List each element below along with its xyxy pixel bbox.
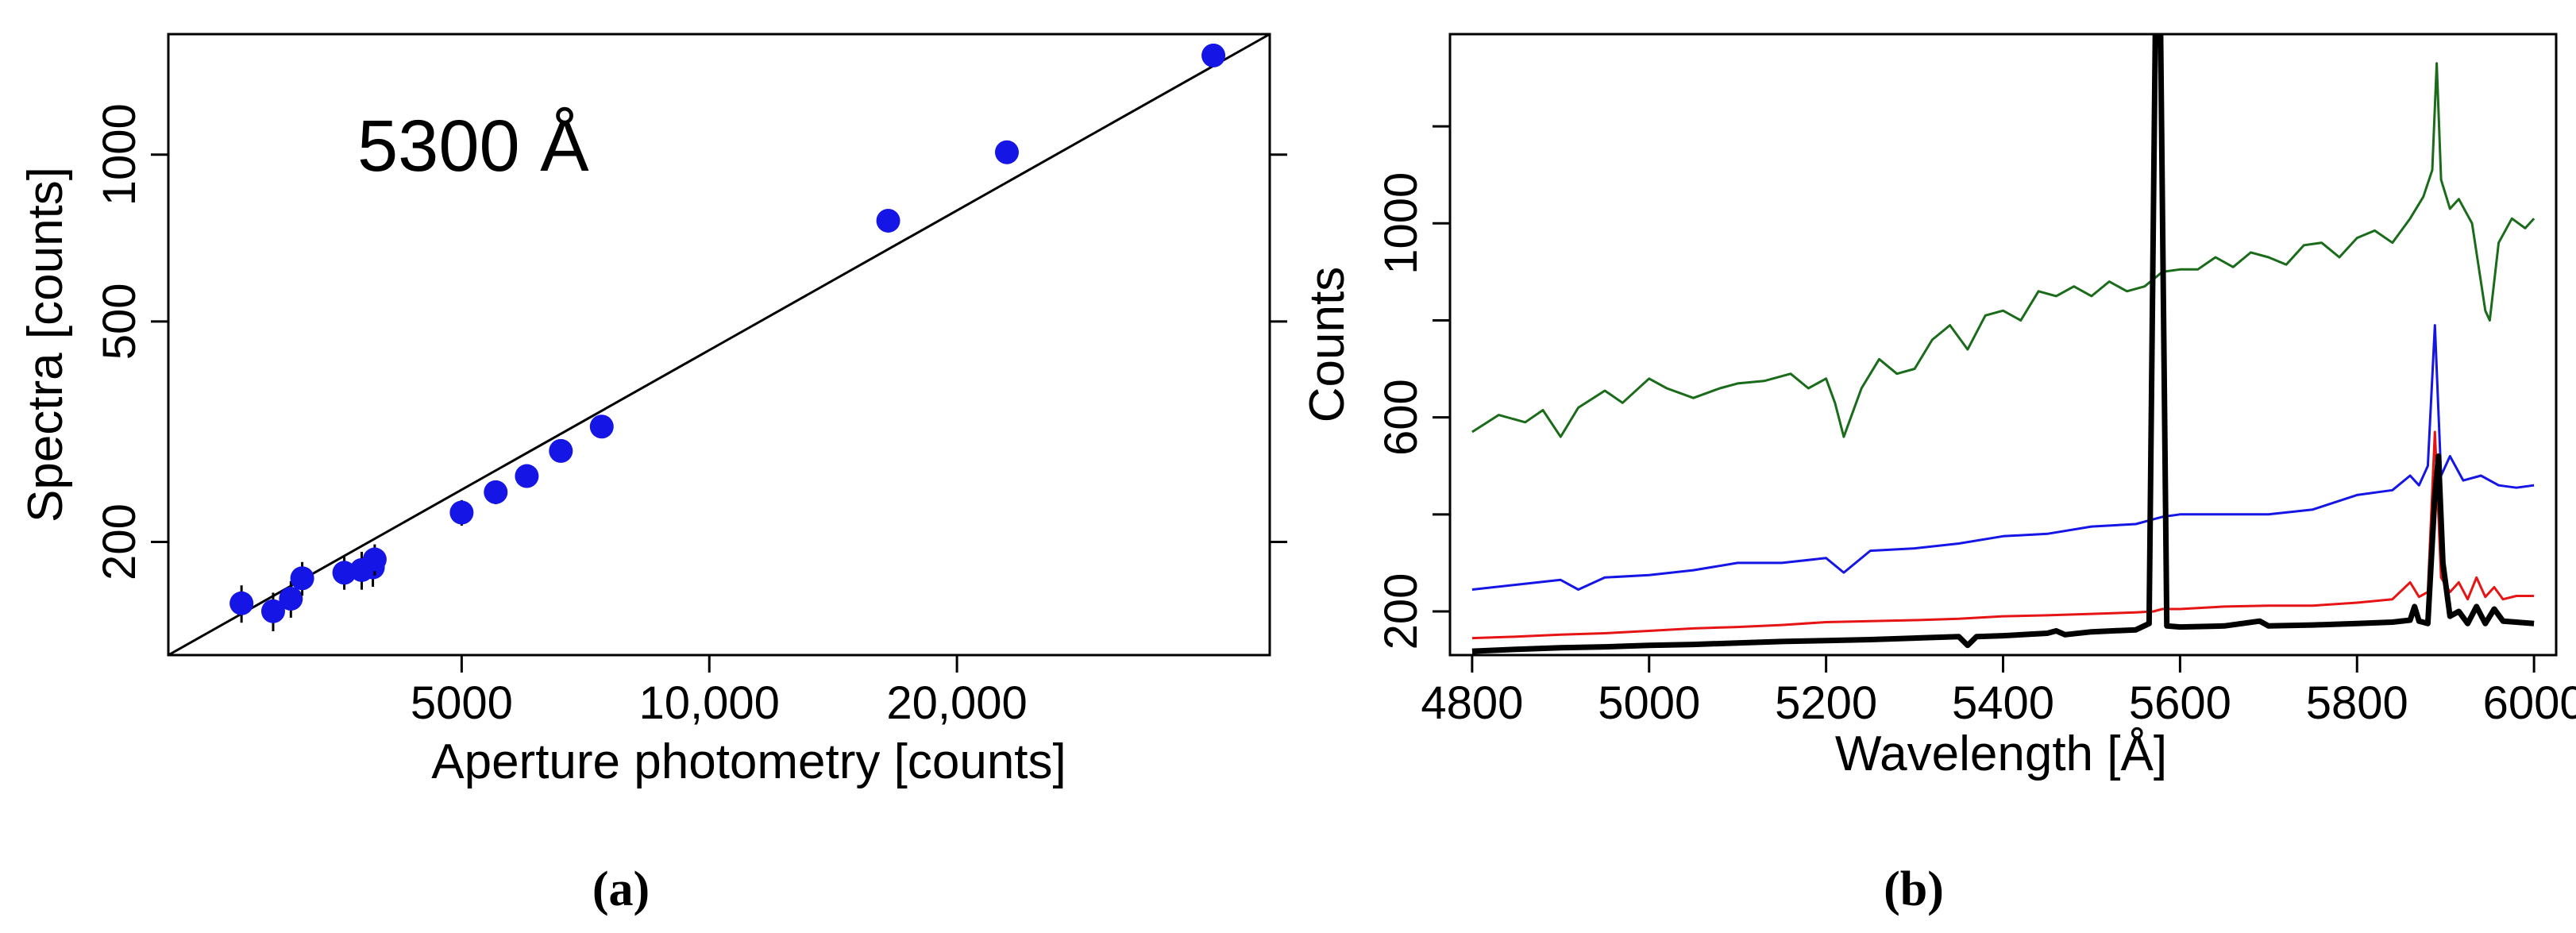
panel-a-data-point: [449, 500, 474, 525]
panel-b-series-line: [1471, 324, 2535, 591]
panel-a-y-axis-label: Spectra [counts]: [18, 167, 73, 522]
panel-a-plot-frame: [167, 33, 1271, 657]
panel-a-data-point: [994, 140, 1019, 164]
panel-b-x-tick-label: 5200: [1775, 677, 1877, 729]
panel-a-x-axis-label: Aperture photometry [counts]: [431, 734, 1066, 789]
panel-b-spectra-chart: 4800 5000 5200 5400 5600 5800 6000 2006001000 …: [1300, 33, 2576, 916]
panel-a-data-point: [484, 480, 508, 504]
panel-b-plot-frame: [1448, 33, 2558, 657]
panel-a-data-point: [279, 586, 303, 611]
panel-b-y-axis: 200 600 1000: [1375, 125, 1450, 650]
panel-a-data-point: [589, 414, 614, 439]
panel-a-data-points: [229, 43, 1226, 632]
panel-b-x-tick-label: 5600: [2129, 677, 2231, 729]
panel-a-data-point: [260, 599, 285, 623]
panel-a-data-point: [332, 561, 357, 585]
panel-b-x-tick-label: 6000: [2483, 677, 2576, 729]
panel-a-caption: (a): [592, 862, 650, 916]
panel-b-y-tick-label: 1000: [1375, 172, 1427, 275]
panel-a-x-axis: 5000 10,000 20,000: [411, 655, 1028, 729]
panel-b-x-axis: 4800 5000 5200 5400 5600 5800 6000: [1421, 655, 2576, 729]
panel-b-series-lines: [1471, 34, 2536, 654]
panel-a-data-point: [549, 438, 573, 463]
panel-a-fit-line: [168, 33, 1271, 657]
panel-b-x-axis-label: Wavelength [Å]: [1835, 727, 2167, 781]
panel-a-x-tick-label: 20,000: [886, 677, 1027, 729]
panel-b-y-tick-label: 200: [1375, 573, 1427, 650]
panel-a-annotation: 5300 Å: [357, 106, 589, 187]
panel-b-series-line: [1471, 430, 2535, 640]
panel-b-y-axis-label: Counts: [1300, 267, 1355, 422]
panel-b-series-line: [1471, 62, 2536, 438]
panel-b-x-tick-label: 5000: [1598, 677, 1700, 729]
panel-a-data-point: [515, 464, 539, 488]
panel-a-data-point: [1201, 43, 1226, 67]
panel-a-scatter-chart: 5000 10,000 20,000 200 500 1000 5300 Å Apert…: [18, 33, 1287, 916]
panel-b-x-tick-label: 5800: [2306, 677, 2408, 729]
panel-a-data-point: [362, 547, 387, 572]
panel-a-y-tick-label: 1000: [94, 103, 145, 206]
panel-a-data-point: [290, 566, 314, 591]
panel-a-data-point: [876, 208, 900, 233]
panel-a-x-tick-label: 10,000: [639, 677, 780, 729]
panel-b-y-tick-label: 600: [1375, 379, 1427, 456]
panel-a-y-axis: 200 500 1000: [94, 103, 1287, 580]
panel-b-caption: (b): [1884, 862, 1944, 916]
panel-a-y-tick-label: 500: [94, 283, 145, 360]
panel-b-x-tick-label: 4800: [1421, 677, 1523, 729]
panel-a-fit-line-segment: [168, 33, 1271, 657]
panel-b-series-line: [1471, 34, 2535, 654]
panel-b-x-tick-label: 5400: [1952, 677, 2054, 729]
panel-a-x-tick-label: 5000: [411, 677, 513, 729]
panel-a-data-point: [229, 591, 254, 615]
panel-a-y-tick-label: 200: [94, 503, 145, 580]
